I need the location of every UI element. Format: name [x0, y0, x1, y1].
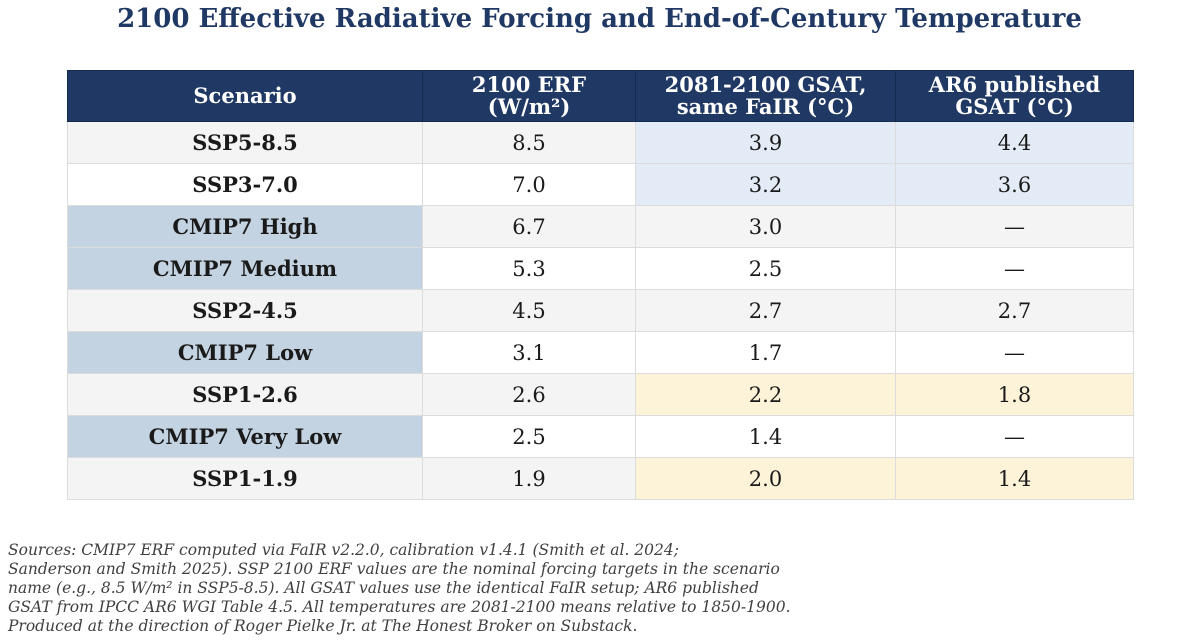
cell-gsat-fair: 1.4: [635, 415, 896, 458]
cell-erf: 4.5: [422, 289, 636, 332]
note-line: Produced at the direction of Roger Pielk…: [8, 617, 638, 635]
cell-scenario: SSP1-1.9: [67, 457, 423, 500]
cell-gsat-fair: 2.0: [635, 457, 896, 500]
table-row: SSP1-1.9 1.9 2.0 1.4: [67, 457, 1134, 500]
cell-gsat-fair: 2.5: [635, 247, 896, 290]
cell-gsat-fair: 2.2: [635, 373, 896, 416]
cell-scenario: CMIP7 Very Low: [67, 415, 423, 458]
cell-ar6-gsat: —: [895, 205, 1134, 248]
cell-erf: 3.1: [422, 331, 636, 374]
cell-erf: 6.7: [422, 205, 636, 248]
header-ar6-gsat: AR6 published GSAT (°C): [895, 70, 1134, 122]
note-line: Sanderson and Smith 2025). SSP 2100 ERF …: [8, 560, 780, 578]
page-title: 2100 Effective Radiative Forcing and End…: [117, 4, 1082, 34]
cell-scenario: SSP2-4.5: [67, 289, 423, 332]
note-line: name (e.g., 8.5 W/m² in SSP5-8.5). All G…: [8, 579, 759, 597]
source-notes: Sources: CMIP7 ERF computed via FaIR v2.…: [8, 541, 1188, 636]
cell-ar6-gsat: —: [895, 331, 1134, 374]
cell-gsat-fair: 3.0: [635, 205, 896, 248]
table-row: SSP2-4.5 4.5 2.7 2.7: [67, 289, 1134, 332]
table-row: CMIP7 Low 3.1 1.7—: [67, 331, 1134, 374]
cell-ar6-gsat: —: [895, 415, 1134, 458]
header-scenario: Scenario: [67, 70, 423, 122]
header-gsat-fair: 2081-2100 GSAT, same FaIR (°C): [635, 70, 896, 122]
cell-ar6-gsat: 4.4: [895, 121, 1134, 164]
note-line: Sources: CMIP7 ERF computed via FaIR v2.…: [8, 541, 679, 559]
table-row: CMIP7 High 6.7 3.0—: [67, 205, 1134, 248]
cell-gsat-fair: 3.9: [635, 121, 896, 164]
cell-ar6-gsat: 1.4: [895, 457, 1134, 500]
cell-erf: 8.5: [422, 121, 636, 164]
table-row: CMIP7 Medium 5.3 2.5—: [67, 247, 1134, 290]
table-row: SSP5-8.5 8.5 3.9 4.4: [67, 121, 1134, 164]
cell-erf: 2.6: [422, 373, 636, 416]
table-row: CMIP7 Very Low 2.5 1.4—: [67, 415, 1134, 458]
cell-ar6-gsat: —: [895, 247, 1134, 290]
table-body: SSP5-8.5 8.5 3.9 4.4 SSP3-7.0 7.0 3.2 3.6 CMIP7 …: [67, 121, 1134, 500]
cell-gsat-fair: 1.7: [635, 331, 896, 374]
cell-erf: 2.5: [422, 415, 636, 458]
cell-ar6-gsat: 2.7: [895, 289, 1134, 332]
cell-erf: 1.9: [422, 457, 636, 500]
cell-gsat-fair: 2.7: [635, 289, 896, 332]
cell-erf: 5.3: [422, 247, 636, 290]
cell-scenario: SSP1-2.6: [67, 373, 423, 416]
table-row: SSP3-7.0 7.0 3.2 3.6: [67, 163, 1134, 206]
cell-scenario: CMIP7 Medium: [67, 247, 423, 290]
table-row: SSP1-2.6 2.6 2.2 1.8: [67, 373, 1134, 416]
cell-ar6-gsat: 1.8: [895, 373, 1134, 416]
cell-ar6-gsat: 3.6: [895, 163, 1134, 206]
note-line: GSAT from IPCC AR6 WGI Table 4.5. All te…: [8, 598, 791, 616]
cell-scenario: SSP5-8.5: [67, 121, 423, 164]
cell-scenario: SSP3-7.0: [67, 163, 423, 206]
table-header-row: Scenario 2100 ERF (W/m²) 2081-2100 GSAT, s…: [67, 70, 1134, 122]
cell-scenario: CMIP7 Low: [67, 331, 423, 374]
cell-erf: 7.0: [422, 163, 636, 206]
header-erf: 2100 ERF (W/m²): [422, 70, 636, 122]
cell-gsat-fair: 3.2: [635, 163, 896, 206]
forcing-temperature-table: Scenario 2100 ERF (W/m²) 2081-2100 GSAT, s…: [67, 70, 1134, 500]
cell-scenario: CMIP7 High: [67, 205, 423, 248]
